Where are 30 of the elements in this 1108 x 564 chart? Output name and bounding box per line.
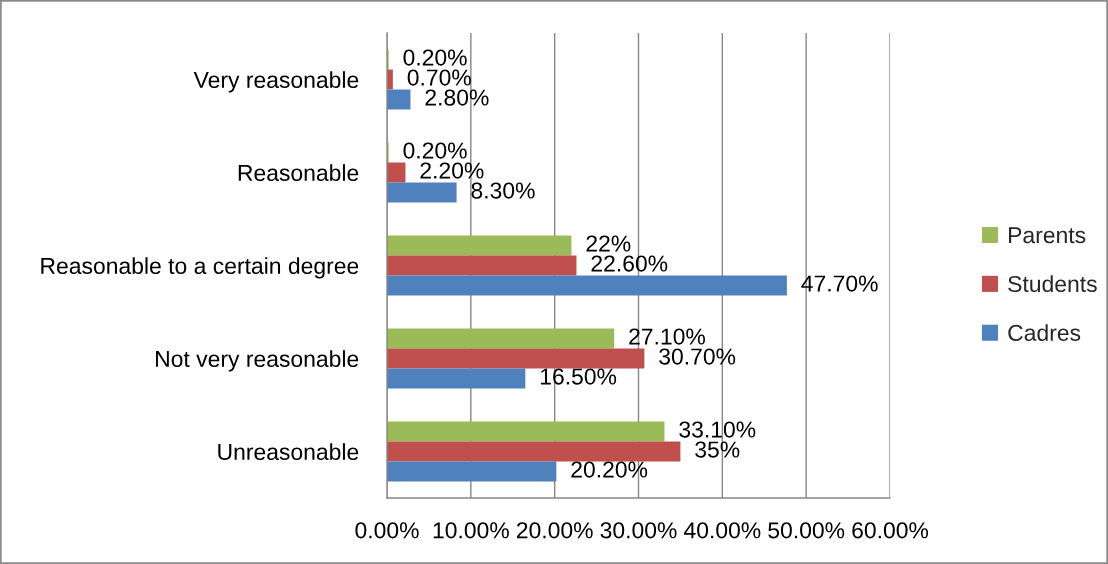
data-label: 47.70% <box>801 275 878 292</box>
legend-label: Cadres <box>1008 324 1081 341</box>
legend-label: Students <box>1008 275 1097 293</box>
data-label: 33.10% <box>679 421 756 438</box>
data-label: 20.20% <box>571 461 648 478</box>
data-label: 0.20% <box>403 49 467 66</box>
x-tick-label: 50.00% <box>768 522 845 539</box>
data-label: 2.20% <box>420 162 484 179</box>
data-label: 0.70% <box>407 69 471 86</box>
y-tick-label: Very reasonable <box>193 71 359 93</box>
x-tick-label: 20.00% <box>516 522 593 539</box>
x-tick-label: 40.00% <box>684 522 761 539</box>
x-tick-label: 0.00% <box>355 522 419 539</box>
data-label: 27.10% <box>629 328 705 345</box>
x-tick-label: 10.00% <box>433 522 509 539</box>
data-label: 16.50% <box>540 368 617 385</box>
data-label: 2.80% <box>425 89 489 106</box>
y-tick-label: Reasonable to a certain degree <box>41 257 359 279</box>
y-tick-label: Reasonable <box>238 164 359 182</box>
data-label: 35% <box>695 441 740 458</box>
data-label: 22% <box>586 235 631 252</box>
x-tick-label: 60.00% <box>852 522 929 539</box>
y-tick-label: Not very reasonable <box>156 350 359 372</box>
x-tick-label: 30.00% <box>600 522 677 539</box>
data-label: 8.30% <box>471 182 535 199</box>
y-tick-label: Unreasonable <box>218 443 359 461</box>
data-label: 0.20% <box>403 142 467 159</box>
data-label: 30.70% <box>659 348 736 365</box>
data-label: 22.60% <box>591 255 668 272</box>
legend-label: Parents <box>1009 227 1086 244</box>
